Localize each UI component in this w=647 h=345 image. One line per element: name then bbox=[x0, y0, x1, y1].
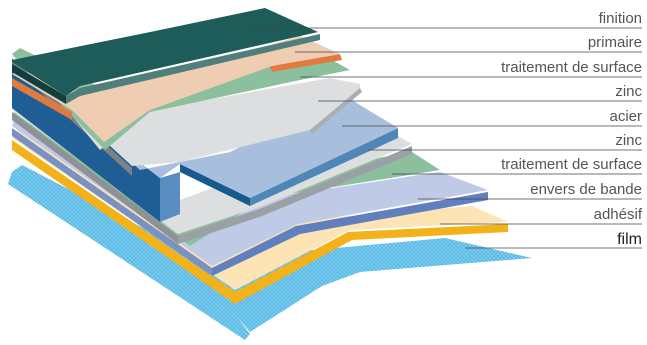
layer-adhesif-edge bbox=[12, 140, 235, 304]
layer-finition-edge-right bbox=[66, 34, 320, 104]
layer-primaire-edge-right bbox=[270, 54, 342, 72]
label-traitement-surface-bottom: traitement de surface bbox=[501, 156, 642, 173]
layer-adhesif-edge-right bbox=[235, 224, 508, 304]
layer-envers-de-bande bbox=[12, 120, 488, 266]
label-primaire: primaire bbox=[588, 34, 642, 51]
layer-primaire-edge bbox=[12, 78, 72, 120]
label-finition: finition bbox=[599, 10, 642, 27]
layer-finition bbox=[12, 8, 318, 96]
layer-adhesif bbox=[12, 130, 508, 290]
label-film: film bbox=[617, 231, 642, 248]
layer-zinc-bottom-edge bbox=[12, 112, 178, 244]
label-adhesif: adhésif bbox=[594, 206, 643, 223]
label-zinc-bottom: zinc bbox=[615, 132, 642, 149]
layer-zinc-top-edge-right bbox=[310, 88, 362, 134]
layer-envers-de-bande-edge-right bbox=[212, 192, 488, 276]
layer-primaire bbox=[12, 36, 340, 142]
label-zinc-top: zinc bbox=[615, 83, 642, 100]
layer-acier-step bbox=[180, 164, 250, 206]
layer-envers-de-bande-edge bbox=[12, 128, 212, 276]
layer-acier-right bbox=[250, 128, 398, 206]
layer-acier-step-side bbox=[160, 172, 180, 222]
layer-zinc-bottom-edge-right bbox=[178, 146, 412, 244]
layer-film-edge bbox=[8, 172, 250, 340]
label-acier: acier bbox=[609, 108, 642, 125]
layer-film bbox=[12, 165, 532, 332]
layer-finition-edge bbox=[12, 64, 66, 104]
layer-acier bbox=[12, 60, 398, 198]
label-traitement-surface-top: traitement de surface bbox=[501, 59, 642, 76]
label-envers-de-bande: envers de bande bbox=[530, 181, 642, 198]
